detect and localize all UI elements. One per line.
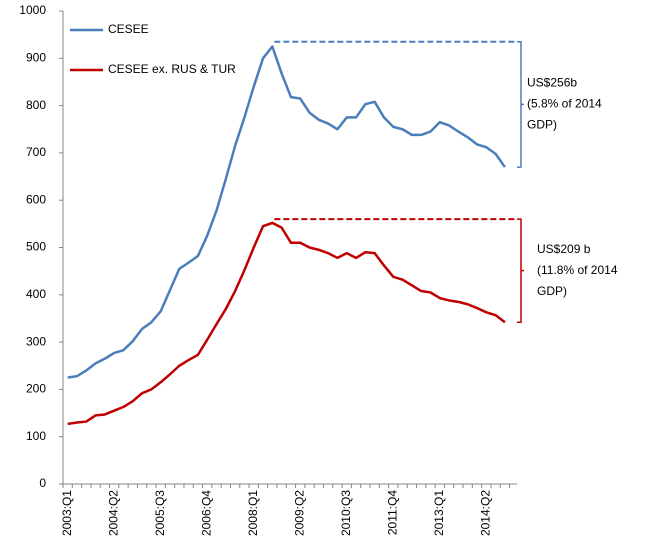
annotation-text: (11.8% of 2014 — [537, 263, 618, 277]
bracket — [517, 40, 524, 168]
y-tick-label: 400 — [26, 287, 46, 301]
y-tick-label: 1000 — [19, 3, 46, 17]
x-tick-label: 2014:Q2 — [478, 490, 492, 536]
annotation-text: GDP) — [527, 118, 557, 132]
y-tick-label: 900 — [26, 50, 46, 64]
legend-label: CESEE ex. RUS & TUR — [108, 62, 236, 76]
x-tick-label: 2009:Q2 — [292, 490, 306, 536]
x-tick-label: 2010:Q3 — [339, 490, 353, 536]
series-line — [67, 45, 506, 379]
y-tick-label: 300 — [26, 334, 46, 348]
annotation-text: (5.8% of 2014 — [527, 97, 602, 111]
y-tick-label: 700 — [26, 145, 46, 159]
x-tick-label: 2005:Q3 — [153, 490, 167, 536]
series-line — [67, 221, 506, 426]
y-tick-label: 200 — [26, 382, 46, 396]
x-tick-label: 2008:Q1 — [246, 490, 260, 536]
annotation-text: US$209 b — [537, 242, 591, 256]
x-tick-label: 2003:Q1 — [60, 490, 74, 536]
x-tick-label: 2013:Q1 — [432, 490, 446, 536]
legend-label: CESEE — [108, 22, 149, 36]
y-tick-label: 0 — [39, 476, 46, 490]
annotation-text: US$256b — [527, 76, 577, 90]
bracket — [517, 218, 524, 323]
x-tick-label: 2006:Q4 — [199, 490, 213, 536]
x-tick-label: 2004:Q2 — [106, 490, 120, 536]
x-tick-label: 2011:Q4 — [385, 490, 399, 535]
y-tick-label: 500 — [26, 240, 46, 254]
y-tick-label: 800 — [26, 98, 46, 112]
y-tick-label: 600 — [26, 192, 46, 206]
y-tick-label: 100 — [26, 429, 46, 443]
annotation-text: GDP) — [537, 284, 567, 298]
